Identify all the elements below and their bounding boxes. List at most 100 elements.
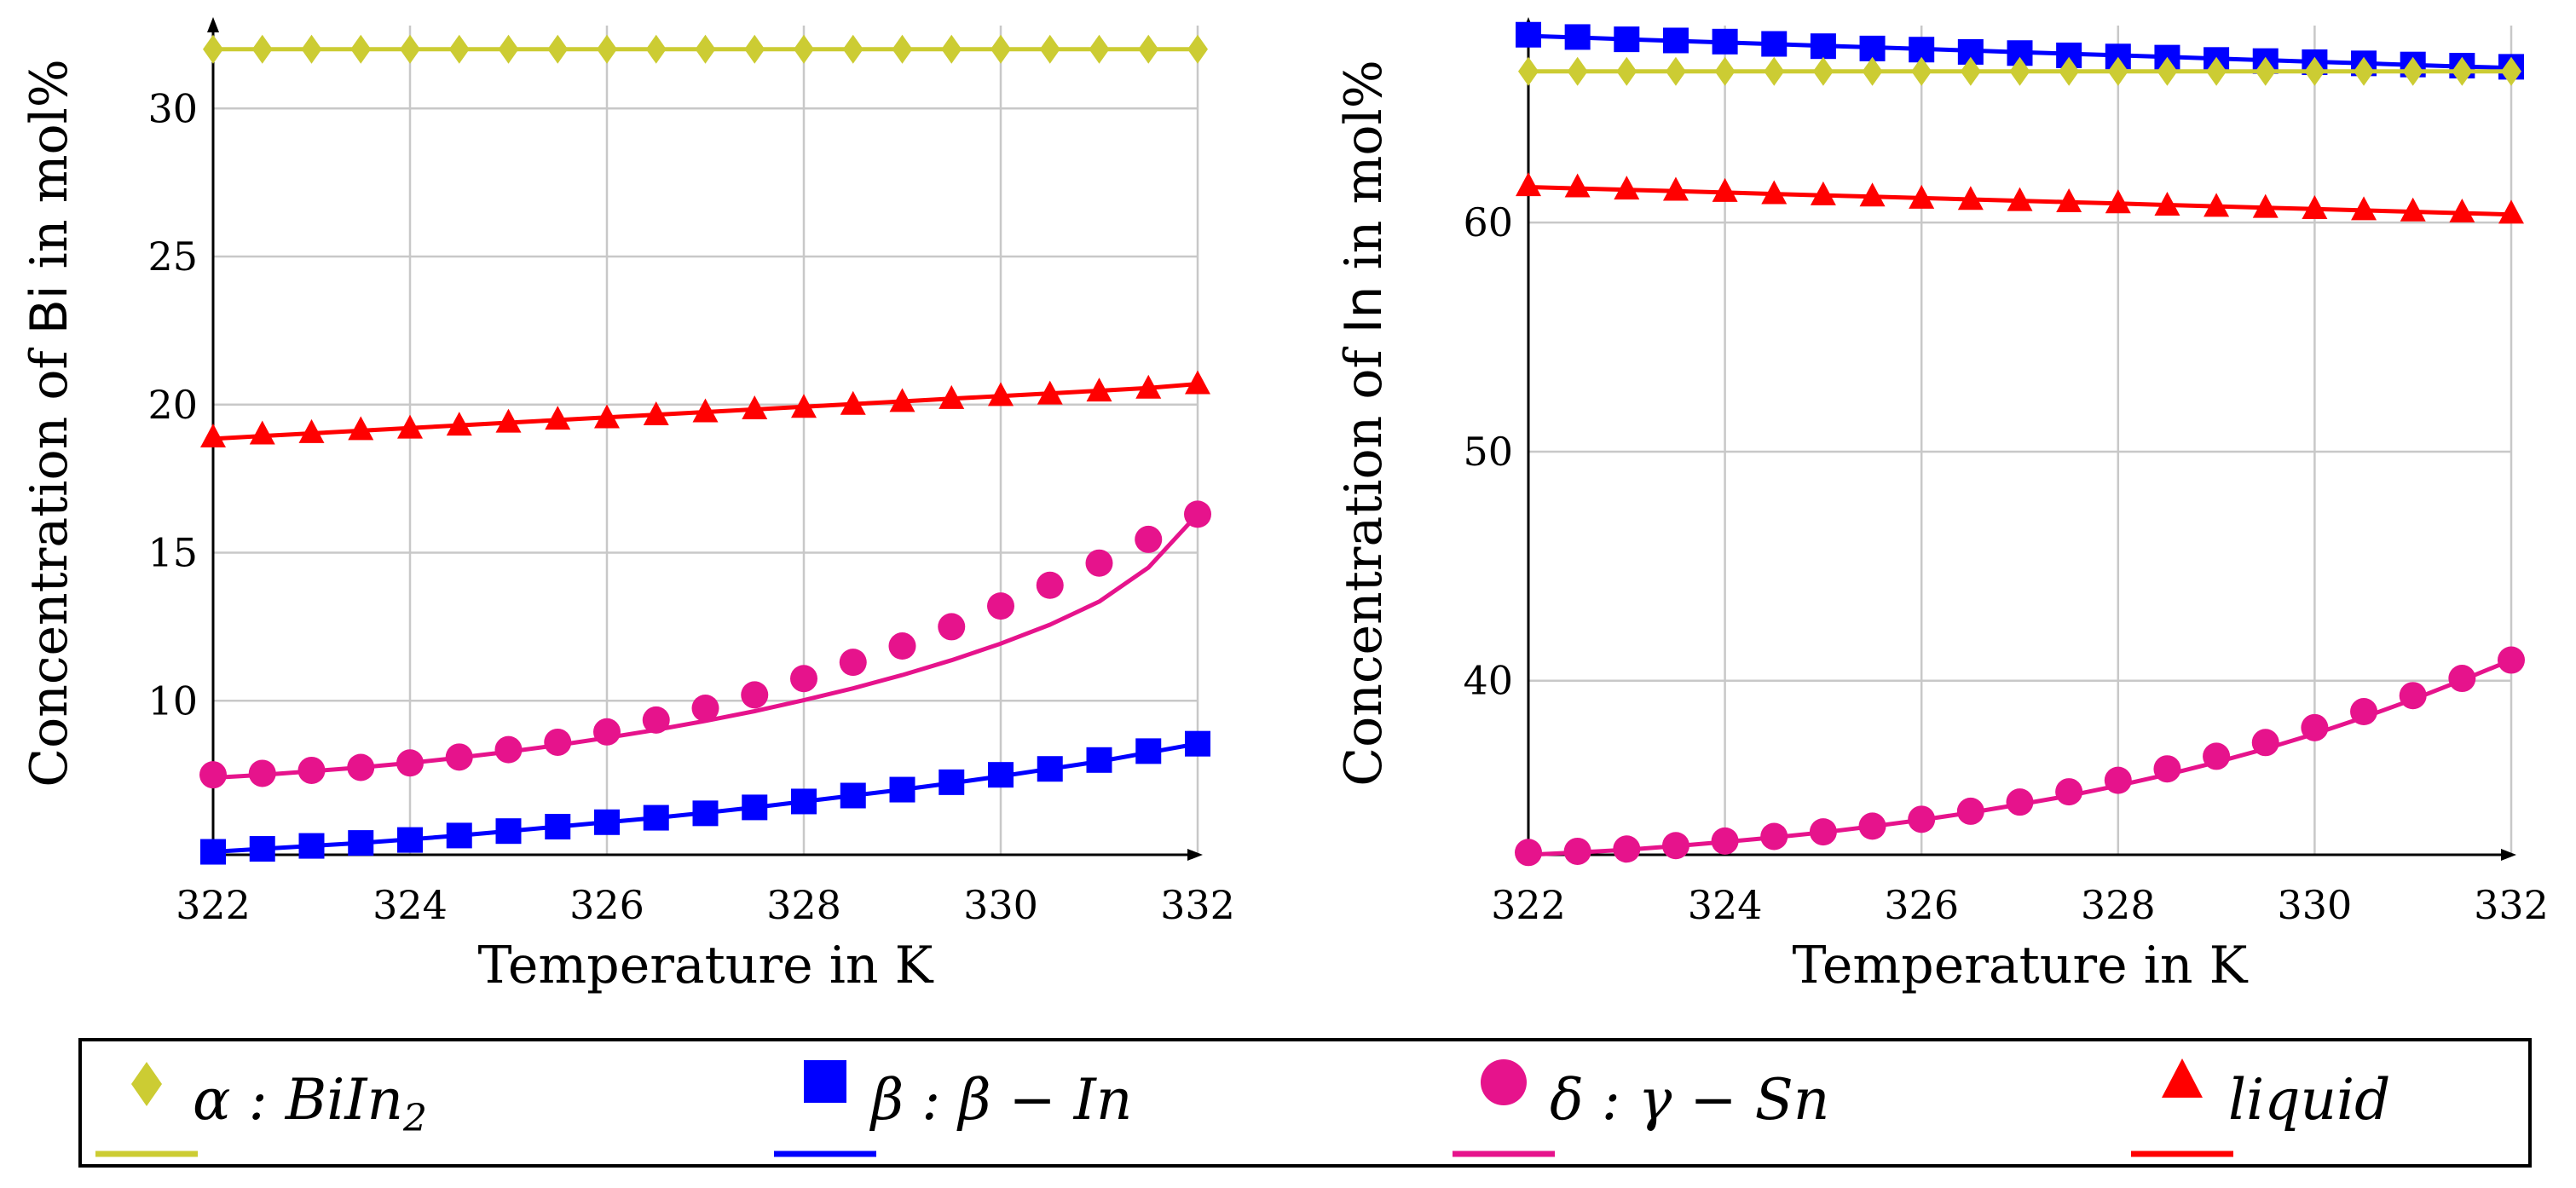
data-point-alpha: [1518, 56, 1539, 86]
data-point-delta: [593, 718, 621, 746]
data-point-liquid: [2302, 195, 2328, 220]
y-tick-label: 40: [1463, 658, 1513, 704]
data-point-delta: [691, 694, 719, 722]
data-point-liquid: [2351, 196, 2377, 221]
data-point-delta: [1184, 500, 1211, 528]
data-point-alpha: [1714, 56, 1736, 86]
y-tick-label: 10: [147, 678, 198, 724]
data-point-delta: [2104, 766, 2132, 794]
chart-in-concentration: 322 324 326 328 330 332 40 50 60 Temperature in K…: [1334, 17, 2549, 995]
data-point-delta: [2448, 665, 2476, 693]
x-tick-label: 322: [176, 882, 251, 928]
data-point-alpha: [2107, 56, 2128, 86]
data-point-delta: [1036, 571, 1064, 599]
data-point-alpha: [794, 34, 814, 64]
data-point-alpha: [991, 34, 1011, 64]
data-point-alpha: [744, 34, 765, 64]
legend: α : BiIn2 β : β − In δ : γ − Sn liquid: [78, 1038, 2532, 1168]
data-point-liquid: [988, 382, 1014, 407]
data-point-liquid: [2498, 199, 2524, 224]
data-point-alpha: [2255, 56, 2276, 86]
data-point-delta: [938, 613, 966, 641]
data-point-beta: [1810, 33, 1836, 60]
series-alpha: [203, 34, 1208, 64]
data-point-liquid: [200, 424, 226, 448]
data-point-delta: [1085, 549, 1113, 577]
x-tick-label: 332: [1160, 882, 1235, 928]
data-point-beta: [1185, 730, 1210, 757]
data-point-liquid: [1662, 176, 1689, 201]
data-point-beta: [594, 809, 620, 835]
data-point-delta: [1858, 812, 1886, 840]
legend-label-beta: β : β − In: [871, 1067, 1133, 1133]
data-point-alpha: [2354, 56, 2375, 86]
y-tick-label: 20: [147, 382, 198, 428]
data-point-delta: [2399, 682, 2427, 710]
data-point-liquid: [1516, 172, 1541, 197]
data-point-liquid: [1761, 180, 1788, 205]
y-tick-label: 60: [1463, 199, 1513, 245]
data-point-liquid: [1909, 184, 1935, 209]
data-point-alpha: [2304, 56, 2325, 86]
data-point-delta: [1135, 525, 1163, 553]
data-point-alpha: [842, 34, 863, 64]
data-point-liquid: [840, 390, 866, 415]
data-point-alpha: [301, 34, 322, 64]
data-point-beta: [545, 813, 571, 839]
data-point-liquid: [742, 395, 768, 420]
data-point-alpha: [448, 34, 470, 64]
data-point-alpha: [1616, 56, 1637, 86]
data-point-liquid: [692, 398, 719, 423]
data-point-beta: [840, 782, 866, 809]
data-point-alpha: [1960, 56, 1981, 86]
data-point-alpha: [203, 34, 223, 64]
data-point-alpha: [2402, 56, 2423, 86]
data-point-beta: [988, 762, 1014, 788]
legend-item-alpha: α : BiIn2: [82, 1041, 679, 1164]
data-point-liquid: [2203, 193, 2230, 217]
data-point-alpha: [645, 34, 667, 64]
data-point-beta: [397, 827, 423, 853]
chart-bi-concentration: 322 324 326 328 330 332 10 15 20 25 30 Temperature …: [20, 17, 1235, 995]
data-point-liquid: [1810, 181, 1836, 205]
data-point-delta: [1563, 837, 1591, 865]
legend-label-alpha: α : BiIn2: [193, 1067, 427, 1141]
series-alpha: [1518, 56, 2521, 86]
x-axis-arrow: [2501, 849, 2516, 861]
data-point-beta: [1516, 21, 1541, 48]
data-point-alpha: [2206, 56, 2227, 86]
data-point-delta: [790, 665, 817, 693]
data-point-liquid: [446, 412, 472, 436]
data-point-delta: [445, 743, 473, 771]
data-point-liquid: [643, 401, 669, 425]
x-axis-title: Temperature in K: [478, 936, 934, 995]
x-tick-label: 332: [2474, 882, 2549, 928]
data-point-liquid: [594, 404, 620, 429]
x-axis-arrow: [1187, 849, 1203, 861]
data-point-alpha: [1862, 56, 1883, 86]
data-point-beta: [446, 822, 472, 849]
data-point-beta: [1761, 31, 1788, 57]
x-tick-label: 324: [1688, 882, 1763, 928]
legend-item-delta: δ : γ − Sn: [1439, 1041, 2036, 1164]
data-point-liquid: [1037, 380, 1063, 405]
data-point-liquid: [1712, 177, 1738, 202]
legend-marker-alpha: [95, 1062, 198, 1157]
data-point-delta: [544, 728, 572, 756]
data-point-liquid: [1614, 176, 1640, 200]
data-point-liquid: [495, 408, 522, 433]
data-point-delta: [1515, 839, 1542, 867]
data-point-delta: [2251, 729, 2279, 757]
data-point-liquid: [889, 388, 915, 412]
data-point-alpha: [1812, 56, 1834, 86]
data-point-liquid: [1185, 370, 1210, 395]
data-point-alpha: [1764, 56, 1785, 86]
data-point-delta: [297, 756, 326, 784]
data-point-delta: [987, 592, 1014, 620]
data-point-delta: [2153, 755, 2181, 783]
data-point-liquid: [298, 418, 325, 443]
data-point-liquid: [1859, 182, 1886, 207]
data-point-liquid: [348, 416, 374, 441]
y-axis-title-element: In: [1334, 285, 1394, 333]
